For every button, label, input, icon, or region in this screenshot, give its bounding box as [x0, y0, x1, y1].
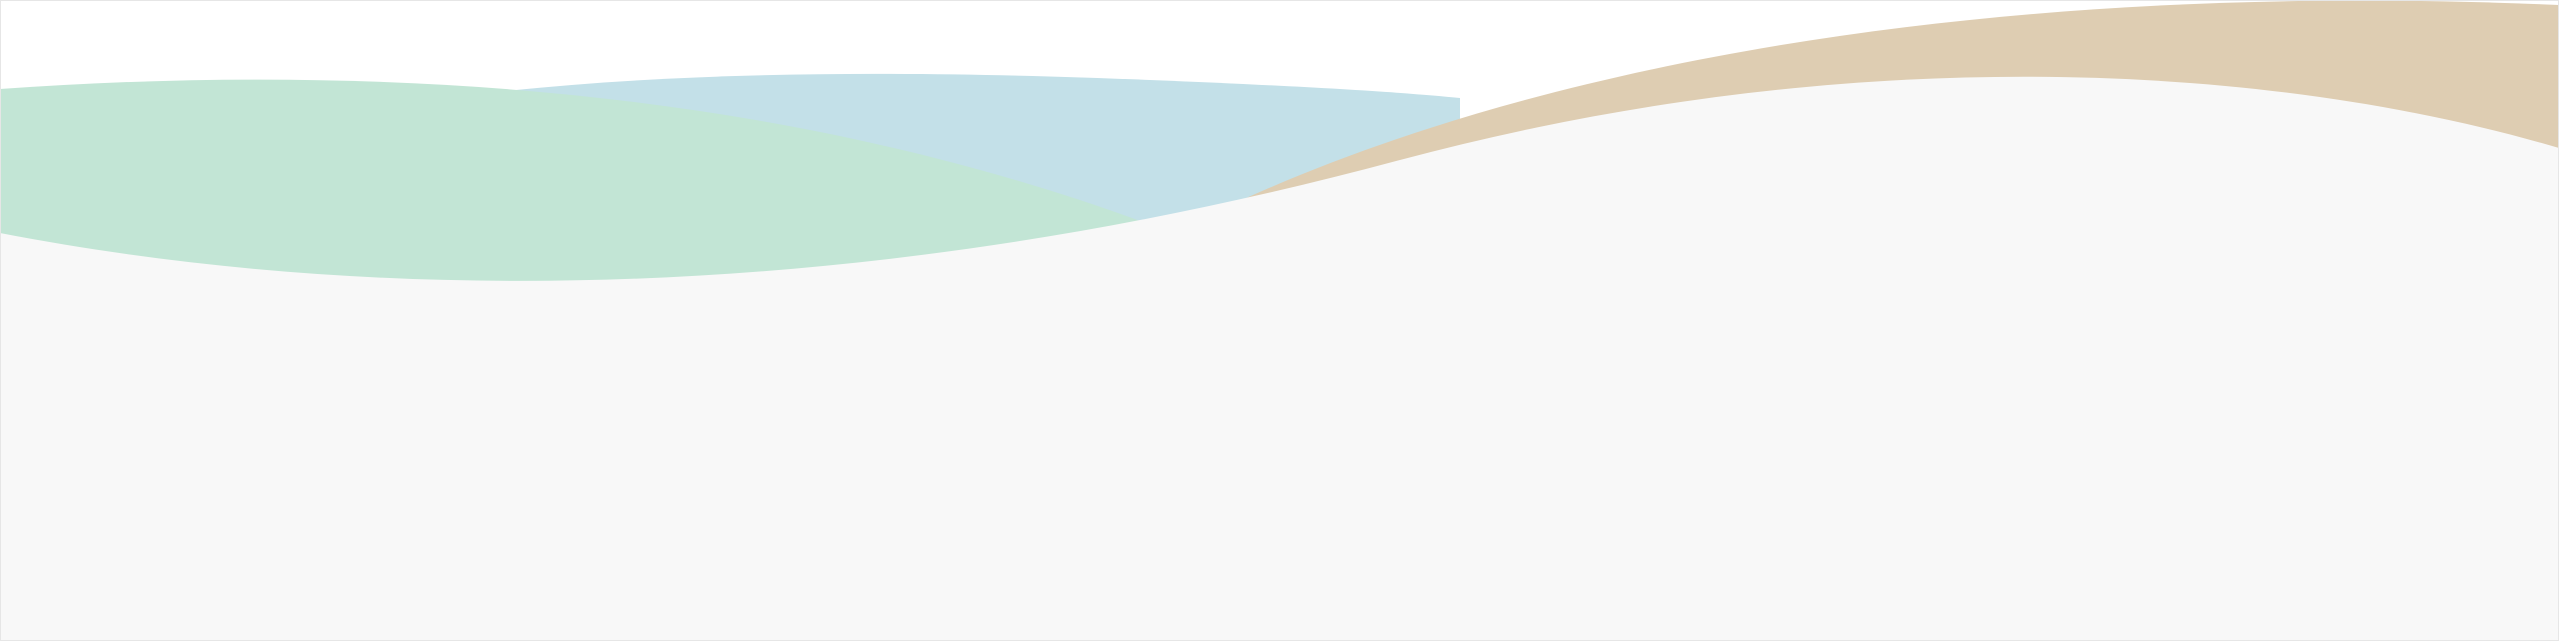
wave-foreground — [0, 76, 2559, 641]
